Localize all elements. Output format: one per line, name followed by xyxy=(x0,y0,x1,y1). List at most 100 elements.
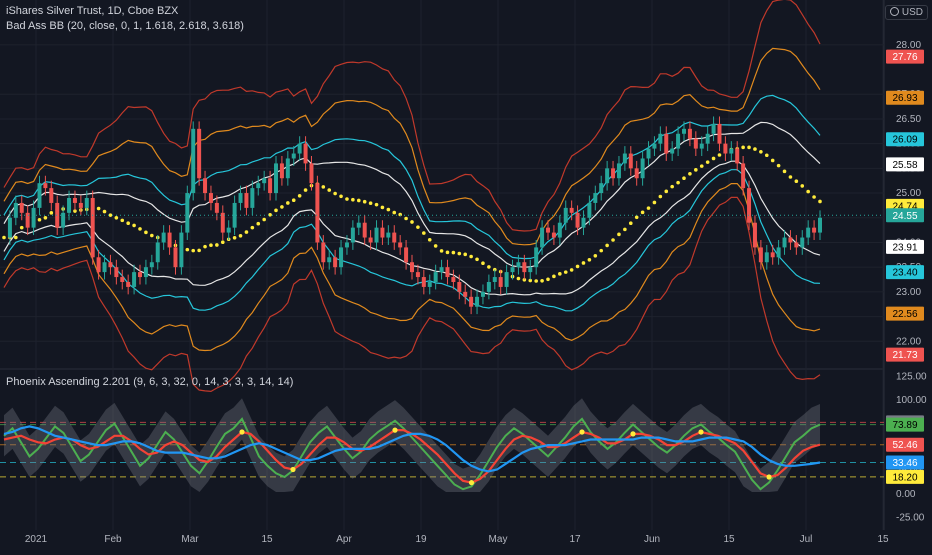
candle-body xyxy=(557,222,562,238)
sar-dot xyxy=(593,254,598,258)
sar-dot xyxy=(664,189,669,194)
osc-tag-box xyxy=(886,437,924,452)
candle-body xyxy=(546,227,550,233)
band-outer-lower-line xyxy=(3,196,821,393)
sar-dot xyxy=(676,180,680,185)
candle-body xyxy=(806,227,811,238)
candle-body xyxy=(167,232,172,248)
sar-dot xyxy=(481,261,485,266)
sar-dot xyxy=(244,230,249,234)
candle-body xyxy=(90,198,95,258)
candle-body xyxy=(279,163,284,179)
candle-body xyxy=(664,133,669,154)
candle-body xyxy=(339,247,344,268)
osc-tag-value: 73.89 xyxy=(892,420,917,431)
osc-tag-green: 73.89 xyxy=(886,417,924,432)
candle-body xyxy=(102,262,107,273)
osc-tag-blue: 33.46 xyxy=(886,455,924,470)
candle-body xyxy=(262,178,267,184)
price-tag-box xyxy=(886,49,924,64)
sar-dot xyxy=(812,195,816,199)
candle-body xyxy=(415,272,420,278)
candle-body xyxy=(297,143,302,154)
candle-body xyxy=(634,168,639,179)
candle-body xyxy=(516,262,521,268)
sar-dot xyxy=(587,257,592,262)
sar-dot xyxy=(144,230,148,235)
currency-selector[interactable]: USD xyxy=(884,5,928,20)
price-tag-value: 27.76 xyxy=(892,52,917,63)
sar-dot xyxy=(487,265,491,269)
sar-dot xyxy=(516,276,521,281)
candle-body xyxy=(108,262,113,268)
sar-dot xyxy=(416,225,420,229)
sar-dot xyxy=(96,206,101,211)
osc-signal-dot xyxy=(239,429,245,435)
candle-body xyxy=(173,247,178,268)
sar-dot xyxy=(238,234,243,238)
candle-body xyxy=(191,128,196,194)
osc-tag-value: 33.46 xyxy=(892,458,917,469)
candle-body xyxy=(741,163,746,189)
price-tag-value: 26.09 xyxy=(892,135,917,146)
band-basis-upper-line xyxy=(3,121,821,268)
price-tag-box xyxy=(886,157,924,172)
price-tick-label: 25.00 xyxy=(896,188,921,199)
osc-signal-dot xyxy=(290,466,296,473)
sar-dot xyxy=(611,238,615,242)
sar-dot xyxy=(705,160,710,164)
time-tick-label: Feb xyxy=(104,534,122,545)
price-tag-band-outer-upper: 27.76 xyxy=(886,49,924,64)
candle-body xyxy=(711,123,716,134)
candle-body xyxy=(333,257,338,268)
price-tick-label: 23.00 xyxy=(896,287,921,298)
sar-dot xyxy=(427,237,432,242)
osc-signal-dot xyxy=(392,427,398,433)
sar-dot xyxy=(114,215,119,220)
candle-body xyxy=(717,123,722,144)
candle-body xyxy=(818,217,822,233)
candle-body xyxy=(285,158,290,179)
sar-dot xyxy=(759,150,763,154)
candle-body xyxy=(327,257,332,263)
sar-dot xyxy=(297,193,302,198)
band-mid-upper-line xyxy=(3,47,821,246)
price-tag-value: 23.91 xyxy=(892,242,917,253)
candle-body xyxy=(463,291,468,297)
sar-dot xyxy=(694,168,698,172)
price-tag-value: 22.56 xyxy=(892,309,917,320)
sar-dot xyxy=(717,153,722,157)
candle-body xyxy=(693,138,698,149)
candle-body xyxy=(114,267,119,278)
candle-body xyxy=(480,291,485,297)
candle-body xyxy=(208,193,213,203)
candle-body xyxy=(321,242,326,263)
candle-body xyxy=(427,282,432,287)
candle-body xyxy=(203,178,208,194)
candle-body xyxy=(185,193,190,233)
sar-dot xyxy=(203,244,207,249)
sar-dot xyxy=(540,278,544,283)
sar-dot xyxy=(658,194,663,199)
candle-body xyxy=(410,262,414,273)
candle-body xyxy=(274,163,278,194)
price-tag-box xyxy=(886,208,924,223)
sar-dot xyxy=(800,184,805,188)
candle-body xyxy=(682,128,686,134)
sar-dot xyxy=(197,248,201,253)
candle-body xyxy=(250,188,255,208)
sar-dot xyxy=(682,176,686,181)
sar-dot xyxy=(534,279,538,283)
candle-body xyxy=(386,232,391,238)
candle-body xyxy=(652,143,657,149)
candle-body xyxy=(469,296,474,307)
sar-dot xyxy=(321,185,326,189)
sar-dot xyxy=(268,213,272,217)
candle-body xyxy=(49,188,54,203)
sar-dot xyxy=(262,217,266,222)
candle-body xyxy=(445,267,450,278)
candle-body xyxy=(563,207,568,223)
price-tick-label: 22.00 xyxy=(896,336,921,347)
sar-dot xyxy=(670,184,674,189)
